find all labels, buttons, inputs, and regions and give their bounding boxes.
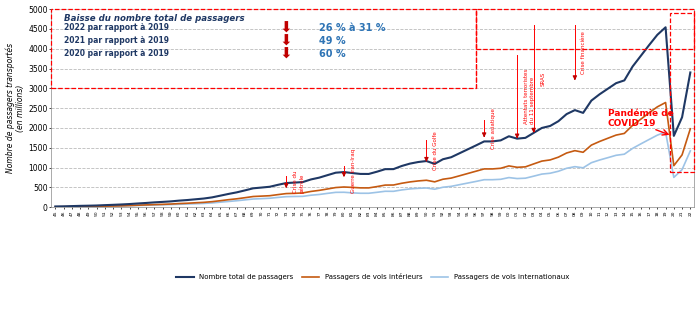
Text: Crise asiatique: Crise asiatique: [491, 108, 496, 149]
Bar: [670, 13, 694, 171]
Text: Baisse du nombre total de passagers: Baisse du nombre total de passagers: [64, 14, 244, 23]
Text: Crise du Golfe: Crise du Golfe: [433, 132, 438, 170]
Text: 2021 par rapport à 2019: 2021 par rapport à 2019: [64, 36, 169, 45]
Text: 60 %: 60 %: [319, 49, 346, 59]
Text: SRAS: SRAS: [540, 72, 545, 86]
Text: 49 %: 49 %: [319, 36, 346, 46]
Bar: [51, 9, 476, 88]
Text: Guerre Iran-Iraq: Guerre Iran-Iraq: [351, 149, 356, 193]
Text: ⬇: ⬇: [280, 46, 293, 61]
Legend: Nombre total de passagers, Passagers de vols intérieurs, Passagers de vols inter: Nombre total de passagers, Passagers de …: [174, 271, 572, 283]
Text: Crise financière: Crise financière: [582, 31, 587, 74]
Text: Pandémie de
COVID-19: Pandémie de COVID-19: [608, 109, 673, 128]
Text: 2022 par rapport à 2019: 2022 par rapport à 2019: [64, 23, 169, 32]
Y-axis label: Nombre de passagers transportés
(en millions): Nombre de passagers transportés (en mill…: [6, 43, 25, 173]
Text: Crise du
pétrole: Crise du pétrole: [293, 171, 304, 194]
Text: Attentats terroristes
du 11 septembre: Attentats terroristes du 11 septembre: [524, 69, 535, 124]
Text: 26 % à 31 %: 26 % à 31 %: [319, 23, 386, 33]
Bar: [476, 9, 694, 49]
Text: ⬇: ⬇: [280, 33, 293, 48]
Text: 2020 par rapport à 2019: 2020 par rapport à 2019: [64, 49, 169, 58]
Text: ⬇: ⬇: [280, 20, 293, 35]
